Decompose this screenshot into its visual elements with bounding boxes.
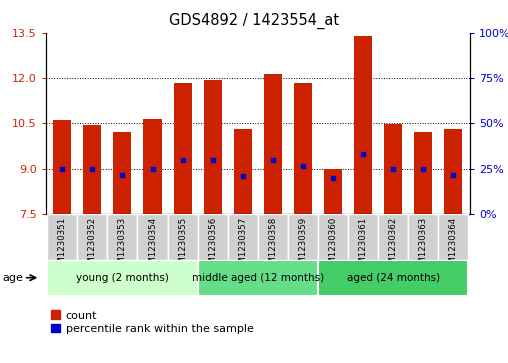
FancyBboxPatch shape	[47, 260, 198, 296]
Text: GSM1230354: GSM1230354	[148, 216, 157, 275]
FancyBboxPatch shape	[138, 214, 168, 260]
Text: GSM1230363: GSM1230363	[419, 216, 428, 275]
Text: GSM1230357: GSM1230357	[238, 216, 247, 275]
FancyBboxPatch shape	[47, 214, 77, 260]
FancyBboxPatch shape	[348, 214, 378, 260]
FancyBboxPatch shape	[77, 214, 107, 260]
Bar	[414, 132, 432, 214]
FancyBboxPatch shape	[228, 214, 258, 260]
Text: GSM1230352: GSM1230352	[88, 216, 97, 275]
FancyBboxPatch shape	[408, 214, 438, 260]
FancyBboxPatch shape	[258, 214, 288, 260]
Bar	[354, 36, 372, 214]
FancyBboxPatch shape	[438, 214, 468, 260]
FancyBboxPatch shape	[198, 260, 318, 296]
Legend: count, percentile rank within the sample: count, percentile rank within the sample	[51, 310, 253, 334]
FancyBboxPatch shape	[107, 214, 138, 260]
Text: middle aged (12 months): middle aged (12 months)	[192, 273, 324, 283]
Bar	[143, 119, 162, 214]
Text: GDS4892 / 1423554_at: GDS4892 / 1423554_at	[169, 13, 339, 29]
Bar	[113, 132, 132, 214]
FancyBboxPatch shape	[318, 214, 348, 260]
FancyBboxPatch shape	[288, 214, 318, 260]
FancyBboxPatch shape	[168, 214, 198, 260]
Text: young (2 months): young (2 months)	[76, 273, 169, 283]
Text: GSM1230359: GSM1230359	[298, 216, 307, 274]
Text: GSM1230361: GSM1230361	[359, 216, 368, 275]
Bar	[53, 121, 71, 214]
Text: age: age	[3, 273, 23, 283]
Text: aged (24 months): aged (24 months)	[346, 273, 440, 283]
FancyBboxPatch shape	[318, 260, 468, 296]
Text: GSM1230351: GSM1230351	[58, 216, 67, 275]
Bar	[264, 73, 282, 214]
FancyBboxPatch shape	[198, 214, 228, 260]
Bar	[384, 124, 402, 214]
Text: GSM1230356: GSM1230356	[208, 216, 217, 275]
Bar	[234, 130, 252, 214]
Text: GSM1230353: GSM1230353	[118, 216, 127, 275]
Bar	[83, 125, 102, 214]
Text: GSM1230362: GSM1230362	[389, 216, 398, 275]
Bar	[324, 169, 342, 214]
Text: GSM1230358: GSM1230358	[268, 216, 277, 275]
Text: GSM1230364: GSM1230364	[449, 216, 458, 275]
FancyBboxPatch shape	[378, 214, 408, 260]
Bar	[444, 130, 462, 214]
Bar	[204, 79, 221, 214]
Bar	[294, 83, 312, 214]
Text: GSM1230360: GSM1230360	[329, 216, 337, 275]
Text: GSM1230355: GSM1230355	[178, 216, 187, 275]
Bar	[174, 83, 192, 214]
